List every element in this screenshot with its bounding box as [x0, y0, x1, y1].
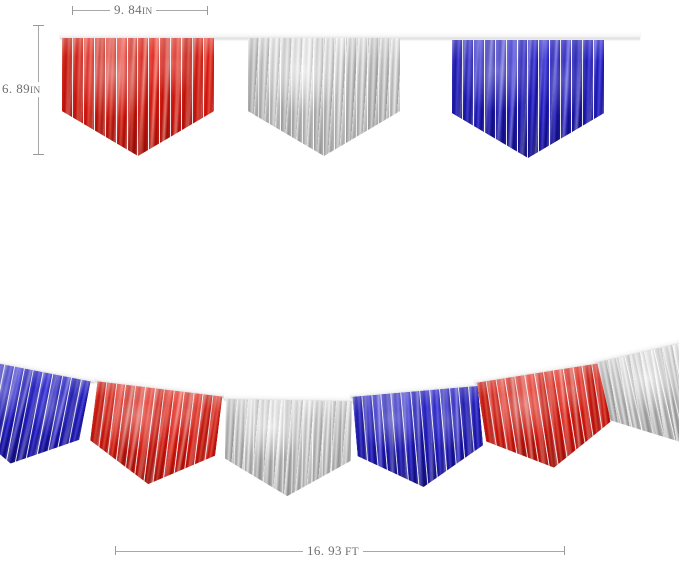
garland-pennant-red-1: [86, 381, 223, 492]
fringe-strip: [105, 38, 117, 156]
garland-pennant-silver-2: [224, 399, 352, 497]
length-dimension-label: 16. 93 FT: [303, 544, 363, 559]
height-dimension-value: 6. 89: [2, 81, 30, 96]
fringe-strip: [182, 38, 194, 156]
fringe-strip: [561, 40, 573, 158]
fringe-strip: [528, 40, 540, 158]
fringe-strip: [452, 40, 463, 158]
fringe-strip: [324, 38, 336, 156]
garland-pennant-blue-3: [352, 386, 486, 493]
fringe-strip: [127, 38, 139, 156]
fringe-strip: [341, 401, 351, 497]
fringe-strip: [313, 38, 325, 156]
fringe-strip: [203, 38, 214, 156]
detail-pennant-blue: [452, 40, 604, 158]
fringe-strip: [550, 40, 562, 158]
length-dimension-unit: FT: [344, 546, 359, 558]
fringe-strip: [116, 38, 128, 156]
fringe-strip: [357, 38, 369, 156]
height-dimension-tick-bottom: [33, 154, 44, 155]
fringe-strip: [517, 40, 529, 158]
fringe-strip: [302, 38, 314, 156]
fringe-strips: [352, 386, 486, 493]
fringe-strips: [477, 363, 616, 478]
fringe-strip: [72, 38, 84, 156]
fringe-strip: [379, 38, 390, 156]
fringe-strip: [583, 40, 594, 158]
fringe-strip: [62, 38, 73, 156]
fringe-strips: [86, 381, 223, 492]
fringe-strip: [269, 38, 281, 156]
fringe-strip: [248, 38, 259, 156]
fringe-strip: [473, 40, 485, 158]
fringe-strip: [506, 40, 518, 158]
fringe-strips: [62, 38, 214, 156]
height-dimension-tick-top: [33, 25, 44, 26]
width-dimension-label: 9. 84IN: [110, 2, 157, 18]
fringe-strip: [83, 38, 95, 156]
height-dimension-unit: IN: [30, 86, 41, 96]
fringe-strip: [593, 40, 604, 158]
fringe-strip: [149, 38, 161, 156]
fringe-strip: [346, 38, 358, 156]
fringe-strip: [484, 40, 496, 158]
fringe-strip: [280, 38, 292, 156]
height-dimension-label: 6. 89IN: [0, 81, 45, 97]
fringe-strip: [572, 40, 584, 158]
fringe-strip: [389, 38, 400, 156]
fringe-strip: [138, 38, 150, 156]
width-dimension-tick-right: [207, 6, 208, 15]
fringe-strip: [462, 40, 474, 158]
width-dimension-unit: IN: [142, 7, 153, 17]
banner-tape-top: [60, 32, 640, 39]
length-dimension-tick-left: [115, 546, 116, 555]
fringe-strip: [258, 38, 270, 156]
fringe-strips: [248, 38, 400, 156]
fringe-strip: [193, 38, 204, 156]
width-dimension-tick-left: [72, 6, 73, 15]
length-dimension-value: 16. 93: [307, 543, 342, 558]
detail-pennant-red: [62, 38, 214, 156]
garland-pennant-red-4: [477, 363, 616, 478]
fringe-strip: [495, 40, 507, 158]
fringe-strip: [160, 38, 172, 156]
fringe-strip: [368, 38, 380, 156]
fringe-strips: [224, 399, 352, 497]
fringe-strip: [94, 38, 106, 156]
length-dimension-tick-right: [564, 546, 565, 555]
fringe-strip: [171, 38, 183, 156]
fringe-strip: [539, 40, 551, 158]
detail-pennant-silver: [248, 38, 400, 156]
width-dimension-value: 9. 84: [114, 2, 142, 17]
fringe-strips: [452, 40, 604, 158]
fringe-strip: [335, 38, 347, 156]
fringe-strip: [291, 38, 303, 156]
